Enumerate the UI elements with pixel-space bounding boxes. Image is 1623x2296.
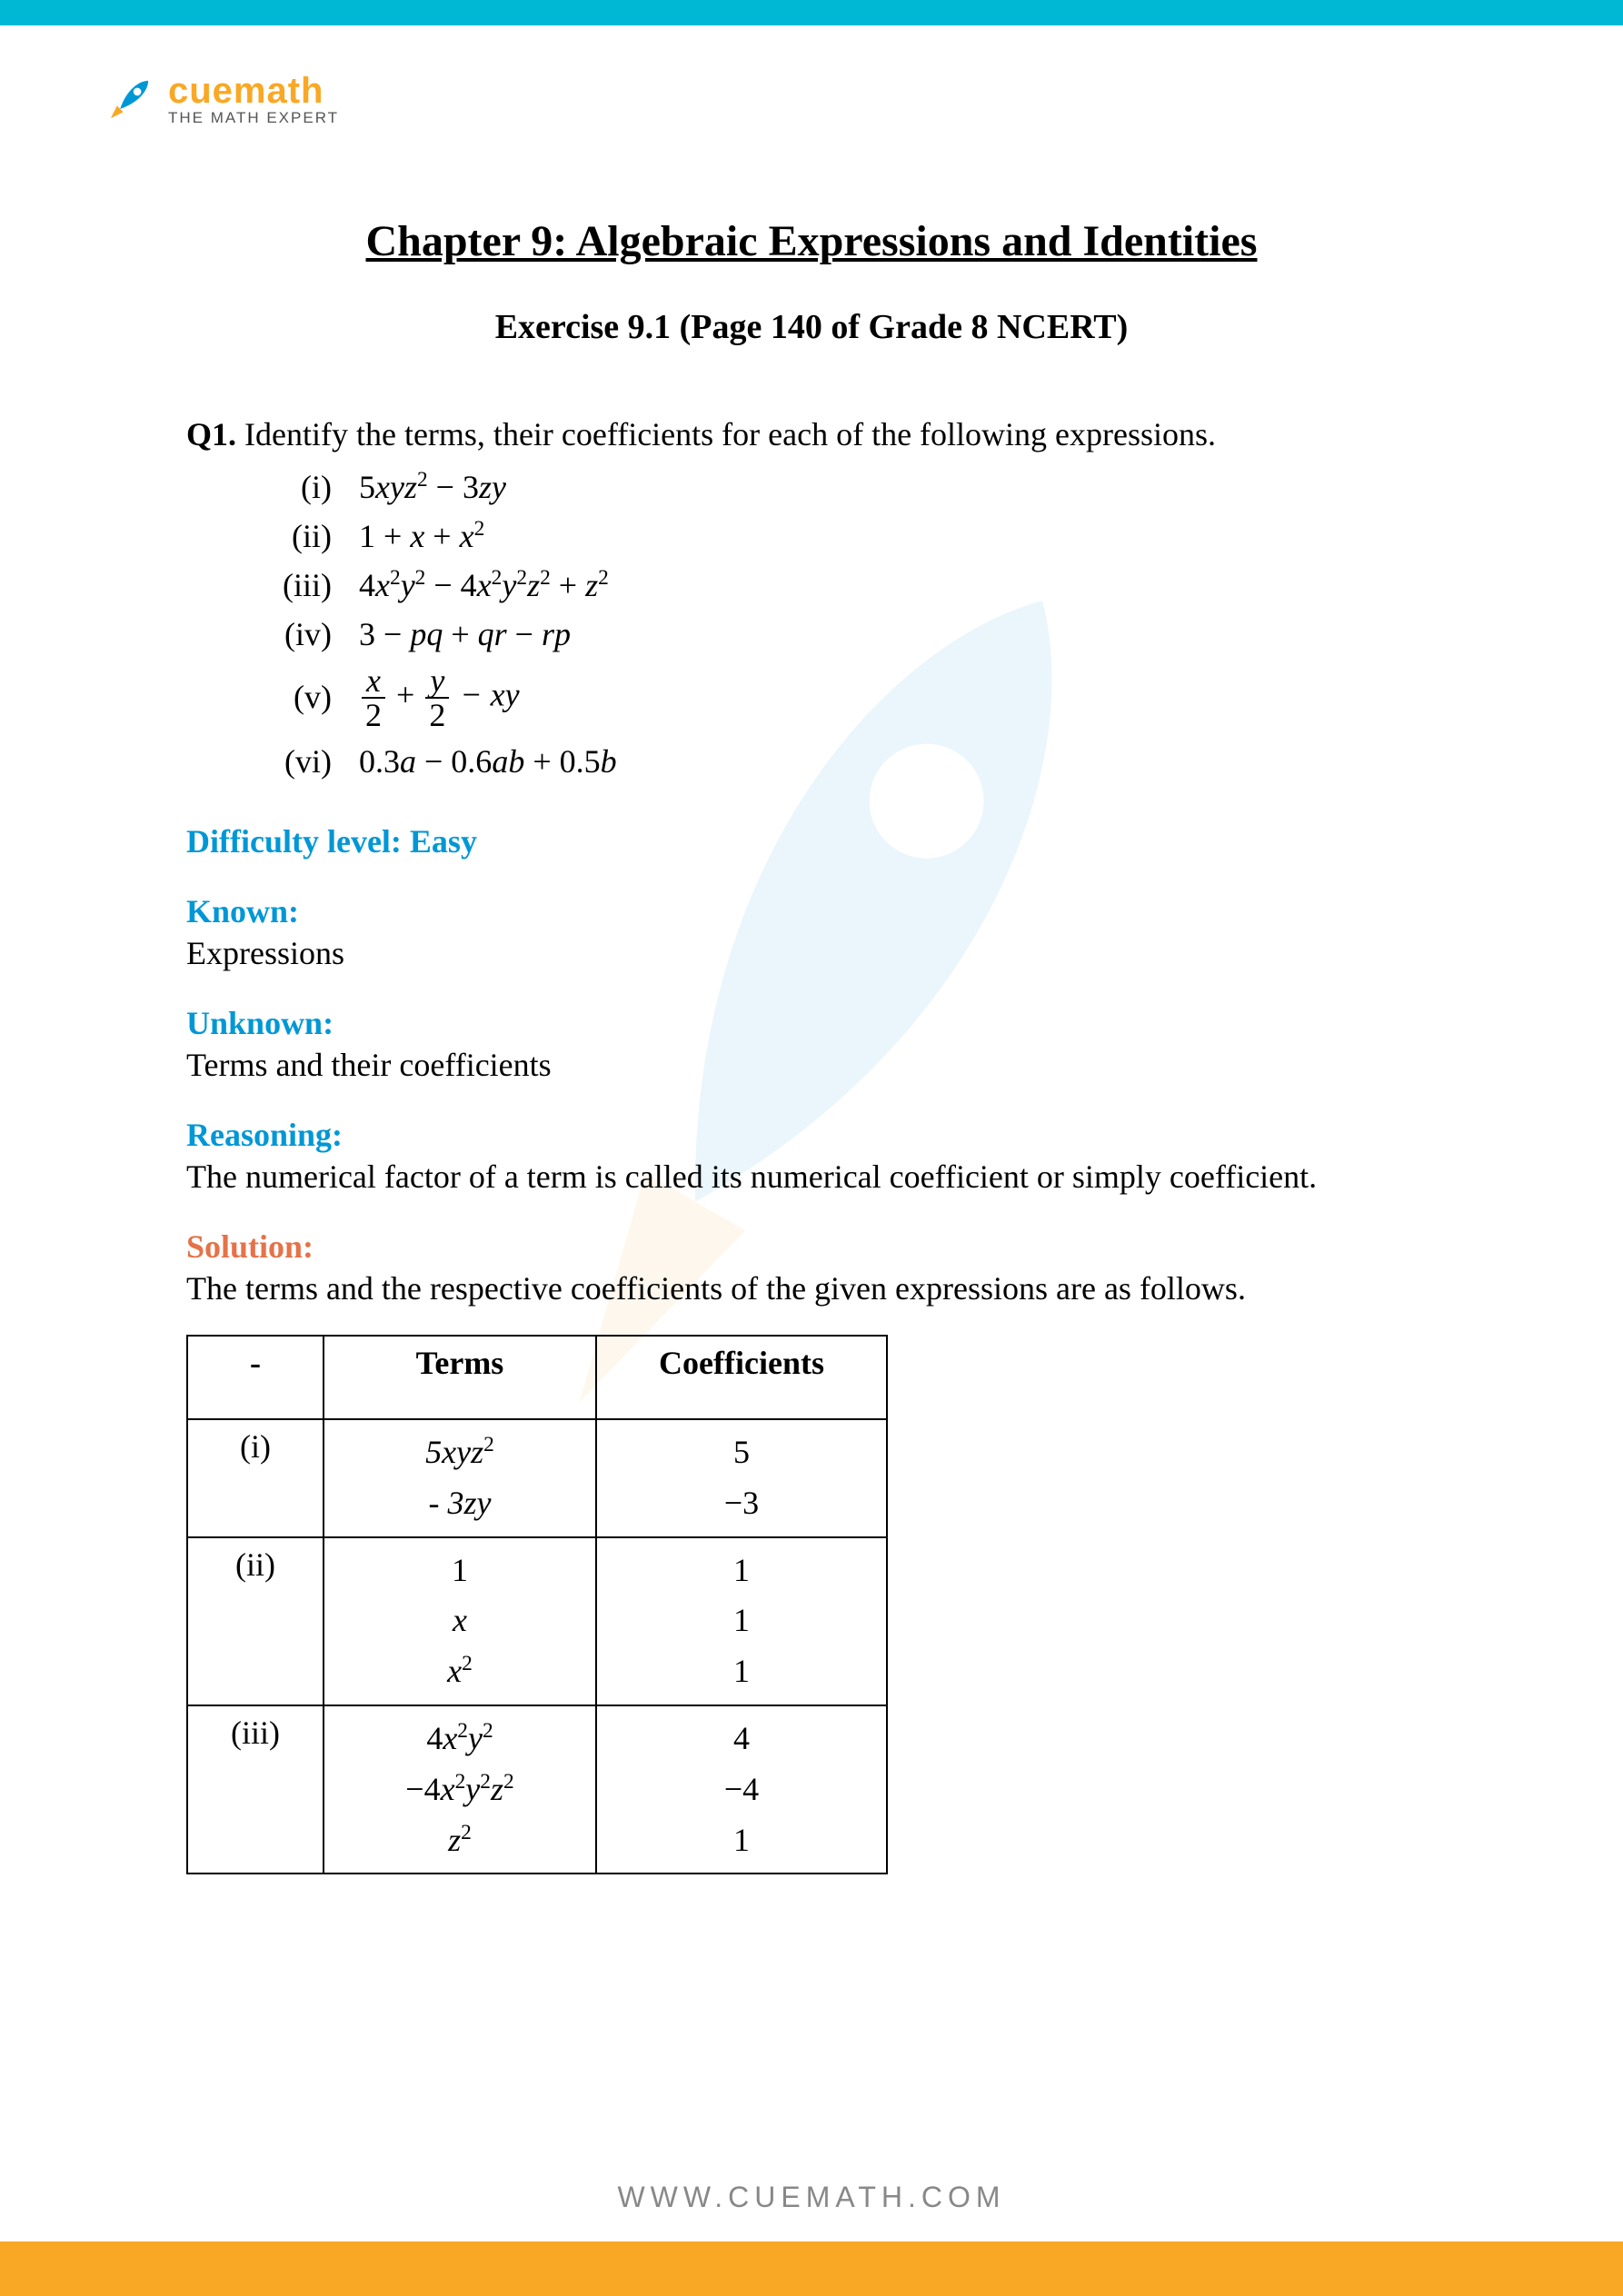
- brand-tagline: THE MATH EXPERT: [168, 109, 339, 127]
- rocket-icon: [105, 75, 154, 124]
- chapter-title: Chapter 9: Algebraic Expressions and Ide…: [186, 216, 1437, 266]
- brand-text: cuemath THE MATH EXPERT: [168, 71, 339, 127]
- difficulty-label: Difficulty level: Easy: [186, 822, 1437, 860]
- roman-numeral: (iv): [259, 610, 359, 659]
- table-header: -: [187, 1336, 324, 1419]
- row-index: (iii): [187, 1705, 324, 1874]
- top-accent-bar: [0, 0, 1623, 25]
- expression-item: (iii) 4x2y2 − 4x2y2z2 + z2: [259, 561, 1437, 610]
- table-row: (iii)4x2y2−4x2y2z2z24−41: [187, 1705, 887, 1874]
- brand-logo: cuemath THE MATH EXPERT: [105, 71, 339, 127]
- expression: 5xyz2 − 3zy: [359, 462, 506, 512]
- roman-numeral: (vi): [259, 737, 359, 786]
- expression-item: (ii) 1 + x + x2: [259, 512, 1437, 561]
- roman-numeral: (i): [259, 462, 359, 512]
- question-body: Identify the terms, their coefficients f…: [244, 416, 1216, 452]
- solution-label: Solution:: [186, 1228, 1437, 1266]
- expression: x2 + y2 − xy: [359, 664, 520, 731]
- brand-name: cuemath: [168, 71, 339, 112]
- table-header-row: - Terms Coefficients: [187, 1336, 887, 1419]
- row-terms: 4x2y2−4x2y2z2z2: [324, 1705, 596, 1874]
- expression: 4x2y2 − 4x2y2z2 + z2: [359, 561, 609, 610]
- known-text: Expressions: [186, 934, 1437, 972]
- expression: 1 + x + x2: [359, 512, 484, 561]
- table-row: (i)5xyz2- 3zy5−3: [187, 1419, 887, 1537]
- solution-text: The terms and the respective coefficient…: [186, 1269, 1437, 1307]
- roman-numeral: (ii): [259, 512, 359, 561]
- reasoning-label: Reasoning:: [186, 1116, 1437, 1154]
- expression-item: (v) x2 + y2 − xy: [259, 659, 1437, 737]
- unknown-text: Terms and their coefficients: [186, 1046, 1437, 1084]
- bottom-accent-bar: [0, 2241, 1623, 2296]
- known-label: Known:: [186, 892, 1437, 930]
- page: cuemath THE MATH EXPERT Chapter 9: Algeb…: [0, 0, 1623, 2296]
- page-card: cuemath THE MATH EXPERT Chapter 9: Algeb…: [23, 25, 1600, 2241]
- question-text: Q1. Identify the terms, their coefficien…: [186, 415, 1437, 453]
- expression: 0.3a − 0.6ab + 0.5b: [359, 737, 617, 786]
- expression: 3 − pq + qr − rp: [359, 610, 571, 659]
- row-coefficients: 111: [596, 1537, 887, 1705]
- row-coefficients: 5−3: [596, 1419, 887, 1537]
- table-header: Terms: [324, 1336, 596, 1419]
- unknown-label: Unknown:: [186, 1004, 1437, 1042]
- document-content: Chapter 9: Algebraic Expressions and Ide…: [186, 216, 1437, 1874]
- table-row: (ii)1xx2111: [187, 1537, 887, 1705]
- footer-url: WWW.CUEMATH.COM: [0, 2181, 1623, 2214]
- expression-item: (vi) 0.3a − 0.6ab + 0.5b: [259, 737, 1437, 786]
- solution-table: - Terms Coefficients (i)5xyz2- 3zy5−3(ii…: [186, 1335, 888, 1874]
- expression-list: (i) 5xyz2 − 3zy (ii) 1 + x + x2 (iii) 4x…: [259, 462, 1437, 786]
- row-terms: 5xyz2- 3zy: [324, 1419, 596, 1537]
- expression-item: (iv) 3 − pq + qr − rp: [259, 610, 1437, 659]
- exercise-subtitle: Exercise 9.1 (Page 140 of Grade 8 NCERT): [186, 307, 1437, 347]
- expression-item: (i) 5xyz2 − 3zy: [259, 462, 1437, 512]
- question-number: Q1.: [186, 416, 236, 452]
- table-header: Coefficients: [596, 1336, 887, 1419]
- row-index: (ii): [187, 1537, 324, 1705]
- row-index: (i): [187, 1419, 324, 1537]
- row-coefficients: 4−41: [596, 1705, 887, 1874]
- roman-numeral: (iii): [259, 561, 359, 610]
- reasoning-text: The numerical factor of a term is called…: [186, 1158, 1437, 1196]
- roman-numeral: (v): [259, 680, 359, 716]
- row-terms: 1xx2: [324, 1537, 596, 1705]
